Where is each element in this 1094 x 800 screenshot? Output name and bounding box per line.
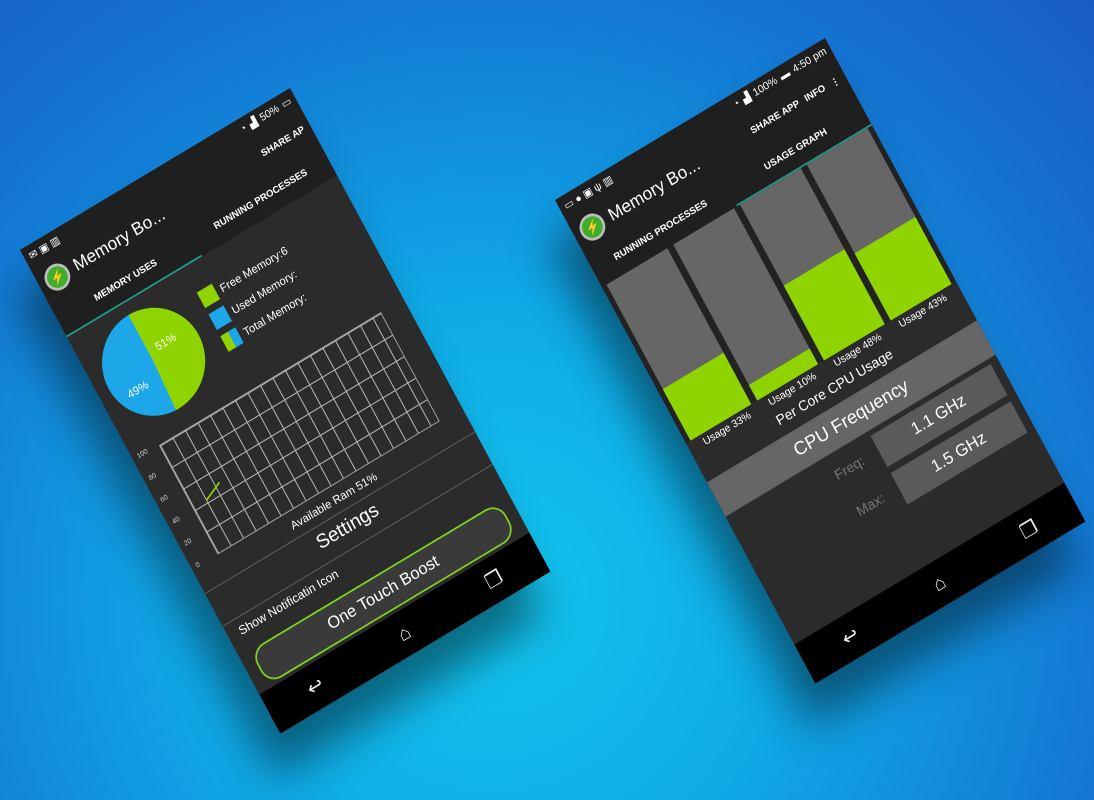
y-tick: 60 [158,492,170,504]
pie-free-label: 51% [152,329,179,354]
wifi-icon: ◔ [730,96,743,111]
back-icon[interactable]: ↩ [838,622,863,651]
recent-apps-icon[interactable]: ❐ [481,565,507,594]
phone-usage-graph: ▭ ● ▣ ψ ▥ ◔ ▟ 100% ▬ 4:50 pm ⚡ Memory Bo… [555,38,1086,684]
app-logo-icon: ⚡ [39,258,75,296]
y-tick: 100 [135,447,150,461]
y-tick: 20 [182,536,193,548]
overflow-menu-icon[interactable]: ⋮ [828,74,842,90]
share-app-button[interactable]: SHARE AP [259,124,307,160]
signal-icon: ▟ [246,115,260,131]
ram-line [205,481,221,501]
signal-icon: ▟ [739,90,753,106]
total-swatch [220,327,244,352]
y-tick: 40 [170,514,182,526]
battery-icon: ▬ [777,66,793,83]
back-icon[interactable]: ↩ [303,672,328,701]
home-icon[interactable]: ⌂ [928,570,950,596]
pie-used-label: 49% [124,377,151,402]
app-logo-icon: ⚡ [574,208,610,246]
pie-legend: Free Memory:6 Used Memory: Total Memory: [195,238,316,355]
phone-memory-uses: ✉ ▣ ▥ ◔ ▟ 50% ▭ ⚡ Memory Bo... SHARE AP … [20,88,551,734]
y-tick: 0 [194,560,202,570]
home-icon[interactable]: ⌂ [393,620,415,646]
info-button[interactable]: INFO [802,82,828,105]
wifi-icon: ◔ [237,121,249,136]
ram-line-graph [158,312,440,555]
recent-apps-icon[interactable]: ❐ [1016,515,1042,544]
battery-icon: ▭ [279,94,294,111]
y-tick: 80 [147,471,158,483]
